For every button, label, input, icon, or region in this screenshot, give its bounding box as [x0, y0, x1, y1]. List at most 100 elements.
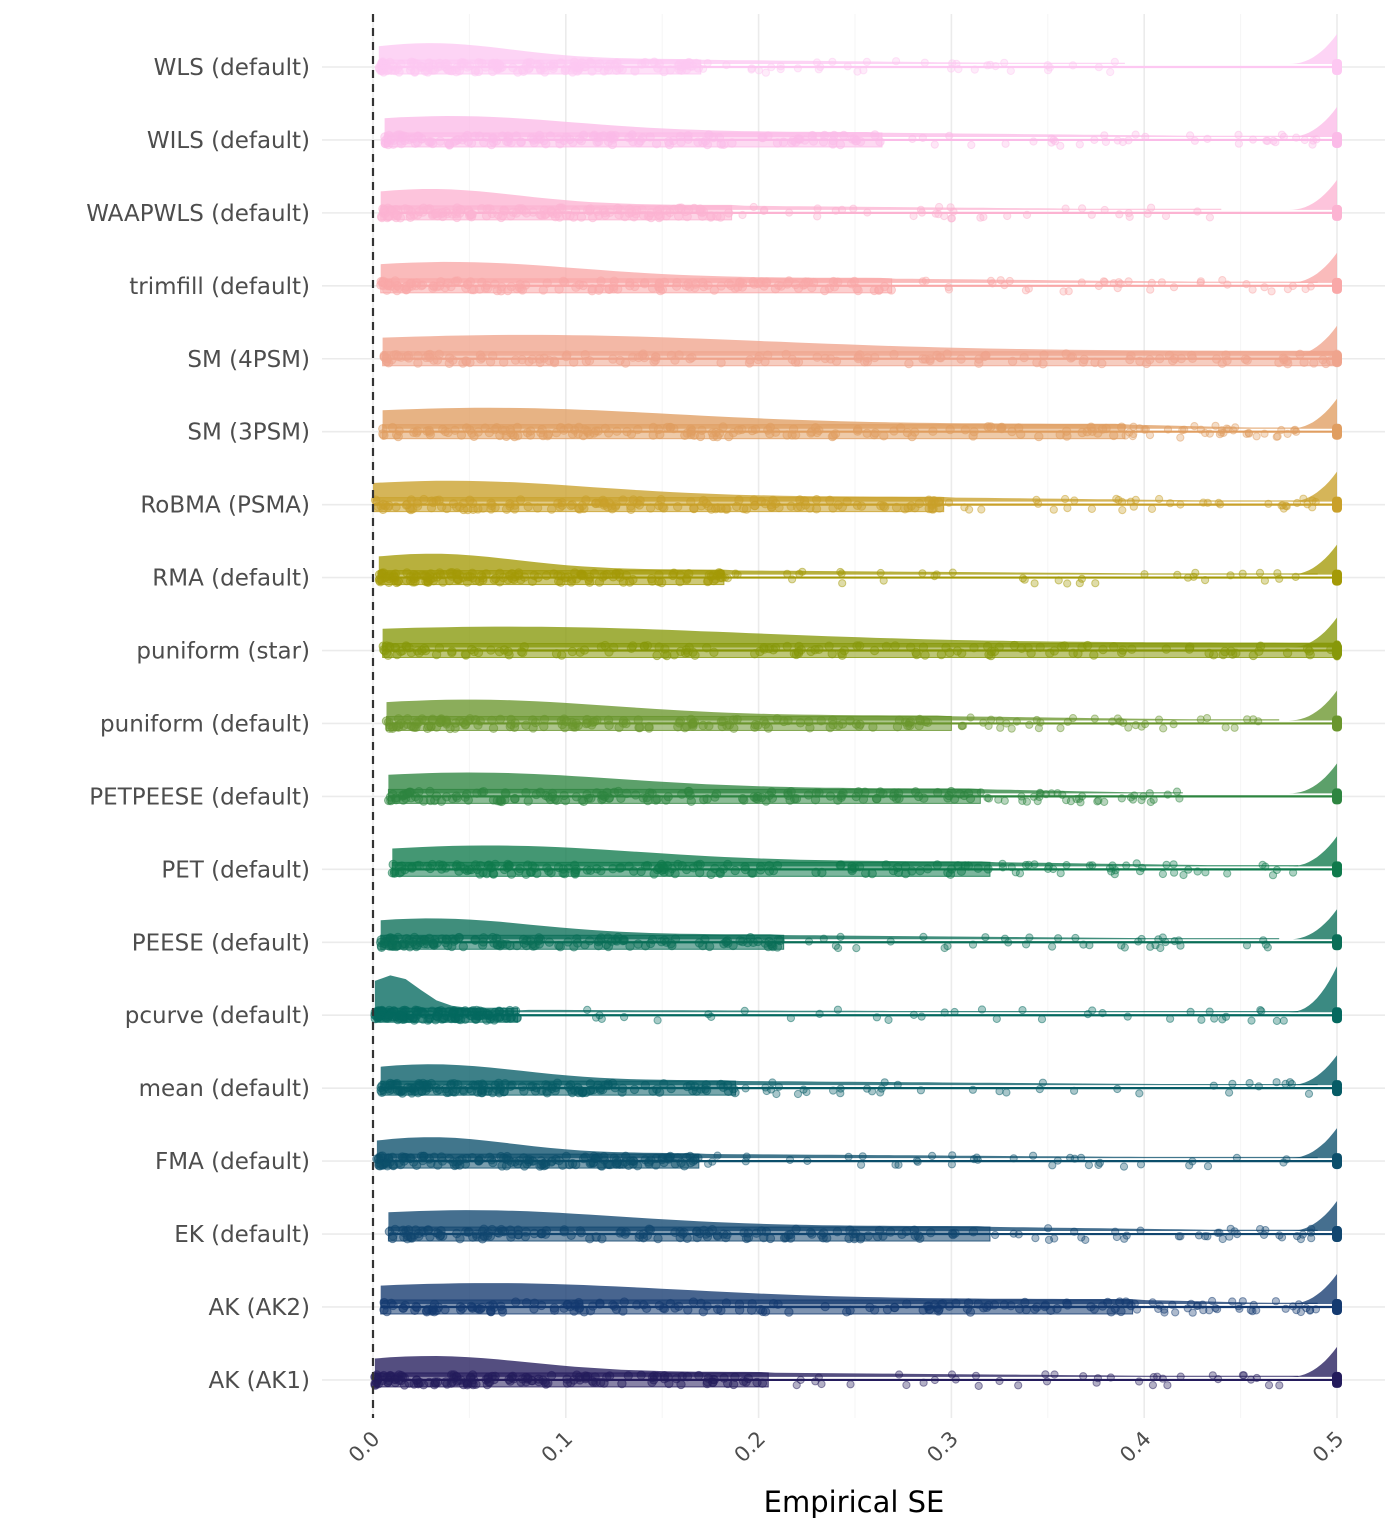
data-point [444, 140, 455, 150]
data-point [422, 204, 433, 215]
data-point [527, 354, 537, 364]
density-cap [1288, 398, 1337, 429]
data-point [1267, 287, 1276, 296]
data-point [1130, 791, 1139, 800]
data-point [814, 644, 824, 654]
cap-marker [1332, 350, 1342, 367]
data-point [504, 861, 514, 871]
data-point [400, 1300, 410, 1311]
data-point [970, 65, 979, 74]
data-point [417, 1086, 427, 1096]
data-point [1007, 426, 1017, 437]
data-point [532, 503, 543, 513]
data-point [534, 1376, 544, 1387]
data-point [546, 504, 557, 514]
data-point [1223, 869, 1232, 878]
data-point [527, 1081, 538, 1092]
data-point [1101, 137, 1111, 146]
data-point [538, 285, 548, 295]
data-point [760, 205, 769, 215]
category-label: WILS (default) [147, 128, 310, 154]
data-point [651, 795, 661, 805]
data-point [374, 1158, 384, 1168]
data-point [894, 1160, 903, 1169]
data-point [848, 1229, 858, 1239]
data-point [645, 132, 655, 142]
data-point [656, 495, 666, 505]
data-point [849, 204, 858, 213]
data-point [1031, 1234, 1040, 1243]
data-point [743, 1233, 754, 1243]
data-point [934, 497, 944, 507]
data-point [640, 1080, 650, 1091]
data-point [611, 65, 622, 76]
data-point [1018, 574, 1028, 583]
data-point [819, 1228, 829, 1238]
data-point [1029, 137, 1038, 146]
data-point [531, 789, 541, 800]
data-point [486, 1306, 496, 1317]
data-point [661, 205, 671, 216]
data-point [458, 504, 469, 515]
data-point [451, 135, 462, 146]
data-point [1279, 355, 1289, 365]
data-point [693, 137, 703, 147]
data-point [698, 277, 708, 288]
data-point [788, 575, 797, 584]
data-point [645, 503, 656, 513]
data-point [890, 641, 900, 651]
data-point [457, 58, 467, 68]
data-point [521, 1227, 531, 1237]
data-point [965, 505, 974, 514]
data-point [733, 570, 742, 579]
data-point [1211, 421, 1220, 430]
data-point [880, 1078, 889, 1087]
data-point [1012, 717, 1021, 726]
cap-marker [1332, 715, 1342, 732]
data-point [1186, 131, 1195, 140]
data-point [665, 422, 676, 433]
data-point [479, 137, 489, 148]
data-point [574, 503, 584, 514]
data-point [858, 794, 869, 804]
data-point [793, 1089, 803, 1099]
data-point [608, 281, 619, 292]
data-point [390, 1374, 400, 1384]
data-point [461, 650, 471, 660]
data-point [560, 65, 570, 76]
data-point [1282, 648, 1293, 658]
density-cap [1288, 1055, 1337, 1086]
data-point [408, 937, 418, 947]
data-point [793, 134, 804, 144]
data-point [598, 790, 608, 800]
data-point [604, 498, 614, 508]
data-point [456, 430, 467, 440]
data-point [1155, 354, 1165, 364]
category-row [378, 617, 1342, 661]
data-point [519, 1086, 529, 1096]
data-point [616, 1226, 626, 1237]
data-point [393, 431, 403, 442]
data-point [543, 1081, 553, 1091]
data-point [608, 1300, 618, 1310]
data-point [1132, 1305, 1142, 1314]
data-point [428, 1305, 438, 1315]
data-point [687, 425, 697, 436]
data-point [730, 865, 740, 876]
category-label: EK (default) [174, 1222, 310, 1248]
data-point [487, 715, 497, 726]
data-point [404, 787, 415, 797]
data-point [481, 211, 492, 221]
data-point [1141, 132, 1150, 141]
data-point [726, 280, 736, 291]
density-cloud [378, 43, 1125, 64]
data-point [852, 944, 861, 953]
x-tick-label: 0.3 [922, 1427, 963, 1468]
data-point [781, 349, 791, 360]
data-point [969, 643, 979, 653]
data-point [482, 1231, 493, 1241]
data-point [651, 352, 661, 362]
data-point [512, 422, 522, 433]
data-point [560, 795, 571, 806]
data-point [1244, 428, 1253, 438]
